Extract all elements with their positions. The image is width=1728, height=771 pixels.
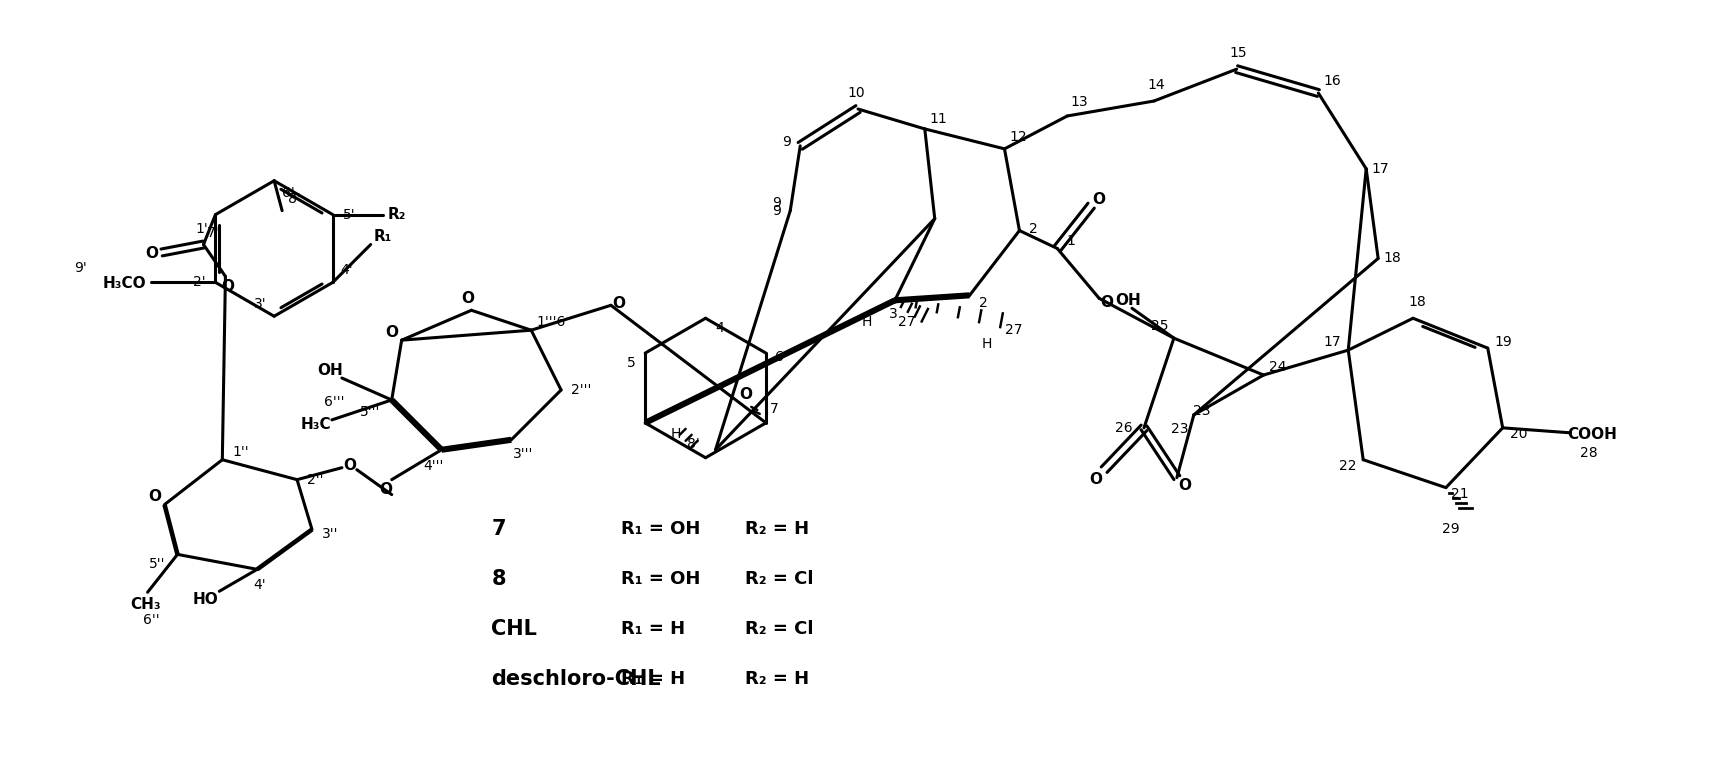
Text: 17: 17 <box>1372 162 1389 176</box>
Text: OH: OH <box>316 362 342 378</box>
Text: 4': 4' <box>252 578 266 592</box>
Text: 7: 7 <box>491 520 506 540</box>
Text: 15: 15 <box>1230 46 1248 60</box>
Text: R₁: R₁ <box>373 229 392 244</box>
Text: 9: 9 <box>772 196 781 210</box>
Text: H: H <box>862 315 873 329</box>
Text: 23: 23 <box>1172 422 1189 436</box>
Text: 2: 2 <box>980 296 988 310</box>
Text: 12: 12 <box>1009 130 1026 144</box>
Text: 3'': 3'' <box>321 527 339 541</box>
Text: 22: 22 <box>1339 459 1356 473</box>
Text: 20: 20 <box>1510 427 1528 441</box>
Text: 14: 14 <box>1147 78 1165 92</box>
Text: O: O <box>378 482 392 497</box>
Text: 1'''6: 1'''6 <box>536 315 565 329</box>
Text: 9: 9 <box>772 204 781 217</box>
Text: 10: 10 <box>847 86 864 100</box>
Text: O: O <box>1178 478 1191 493</box>
Text: 18: 18 <box>1408 295 1426 309</box>
Text: 28: 28 <box>1579 446 1597 460</box>
Text: O: O <box>1092 192 1106 207</box>
Text: 3: 3 <box>888 308 897 322</box>
Text: 2': 2' <box>194 275 206 289</box>
Text: 8': 8' <box>287 192 301 206</box>
Text: O: O <box>1101 295 1113 310</box>
Text: deschloro-CHL: deschloro-CHL <box>491 669 662 689</box>
Text: R₂ = Cl: R₂ = Cl <box>745 620 814 638</box>
Text: 7': 7' <box>207 226 219 240</box>
Text: 6''': 6''' <box>323 395 344 409</box>
Text: H₃C: H₃C <box>301 417 332 433</box>
Text: O: O <box>612 296 626 311</box>
Text: 4': 4' <box>340 264 353 278</box>
Text: 1: 1 <box>1066 234 1077 247</box>
Text: 2''': 2''' <box>570 383 591 397</box>
Text: 9': 9' <box>74 261 88 275</box>
Text: R₂ = Cl: R₂ = Cl <box>745 571 814 588</box>
Text: HO: HO <box>192 591 218 607</box>
Text: O: O <box>740 388 753 402</box>
Text: O: O <box>149 489 161 504</box>
Text: 4''': 4''' <box>423 459 444 473</box>
Text: 26: 26 <box>1115 421 1134 435</box>
Text: 3': 3' <box>254 298 266 311</box>
Text: R₂ = H: R₂ = H <box>745 670 809 688</box>
Text: 27: 27 <box>1004 323 1023 337</box>
Text: R₁ = H: R₁ = H <box>620 620 684 638</box>
Text: 9: 9 <box>781 135 791 149</box>
Text: 13: 13 <box>1070 95 1089 109</box>
Text: 17: 17 <box>1324 335 1341 349</box>
Text: 16: 16 <box>1324 74 1341 88</box>
Text: O: O <box>221 279 233 294</box>
Text: 5': 5' <box>342 207 354 221</box>
Text: 6'': 6'' <box>143 613 161 627</box>
Text: OH: OH <box>1115 293 1140 308</box>
Text: 29: 29 <box>1443 523 1460 537</box>
Text: 11: 11 <box>930 112 947 126</box>
Text: 5''': 5''' <box>359 405 380 419</box>
Text: 3''': 3''' <box>513 446 534 461</box>
Text: CHL: CHL <box>491 619 537 639</box>
Text: 4: 4 <box>715 322 724 335</box>
Text: 24: 24 <box>1268 360 1286 374</box>
Text: O: O <box>385 325 397 340</box>
Text: 1'': 1'' <box>232 445 249 459</box>
Text: O: O <box>344 458 356 473</box>
Text: 2'': 2'' <box>308 473 323 487</box>
Text: 27: 27 <box>899 315 916 329</box>
Text: 1': 1' <box>195 221 207 236</box>
Text: CH₃: CH₃ <box>130 597 161 611</box>
Text: 8': 8' <box>688 437 700 451</box>
Text: R₂ = H: R₂ = H <box>745 520 809 538</box>
Text: 23: 23 <box>1192 404 1211 418</box>
Text: 21: 21 <box>1452 487 1469 500</box>
Text: H₃CO: H₃CO <box>104 276 147 291</box>
Text: O: O <box>145 246 159 261</box>
Text: 18: 18 <box>1382 251 1401 265</box>
Text: 5: 5 <box>627 356 636 370</box>
Text: O: O <box>461 291 473 306</box>
Text: R₁ = H: R₁ = H <box>620 670 684 688</box>
Text: 19: 19 <box>1495 335 1512 349</box>
Text: 6: 6 <box>776 350 785 364</box>
Text: H: H <box>670 427 681 441</box>
Text: COOH: COOH <box>1567 427 1617 443</box>
Text: O: O <box>1090 472 1102 487</box>
Text: R₁ = OH: R₁ = OH <box>620 571 700 588</box>
Text: H: H <box>982 337 992 351</box>
Text: 2: 2 <box>1028 221 1039 236</box>
Text: 7: 7 <box>769 402 778 416</box>
Text: 6': 6' <box>282 186 294 200</box>
Text: R₂: R₂ <box>387 207 406 222</box>
Text: 25: 25 <box>1151 319 1168 333</box>
Text: 5'': 5'' <box>149 557 166 571</box>
Text: R₁ = OH: R₁ = OH <box>620 520 700 538</box>
Text: 8: 8 <box>491 569 506 589</box>
